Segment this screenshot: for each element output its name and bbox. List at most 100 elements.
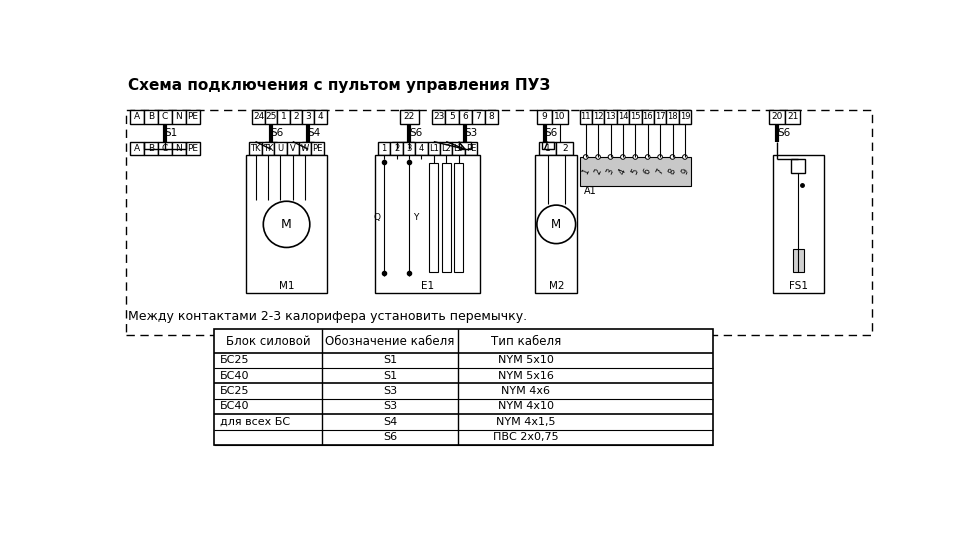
Text: S6: S6 — [777, 128, 790, 138]
Bar — [440, 142, 452, 155]
Text: 10: 10 — [554, 112, 566, 121]
Text: FS1: FS1 — [788, 282, 807, 291]
Text: 3: 3 — [405, 144, 411, 153]
Text: A1: A1 — [583, 186, 596, 196]
Circle shape — [595, 155, 600, 159]
Text: L3: L3 — [453, 144, 463, 153]
Bar — [130, 110, 144, 124]
Bar — [464, 142, 477, 155]
Text: 15: 15 — [629, 112, 640, 121]
Bar — [678, 110, 691, 124]
Text: 2: 2 — [592, 168, 603, 176]
Text: V: V — [289, 144, 295, 153]
Text: 22: 22 — [404, 112, 414, 121]
Text: L2: L2 — [441, 144, 450, 153]
Bar — [769, 110, 785, 124]
Text: M: M — [551, 218, 561, 231]
Bar — [276, 110, 289, 124]
Bar — [286, 142, 299, 155]
Text: S1: S1 — [383, 355, 397, 365]
Text: 16: 16 — [642, 112, 653, 121]
Text: 24: 24 — [253, 112, 264, 121]
Text: 25: 25 — [265, 112, 276, 121]
Text: 21: 21 — [786, 112, 797, 121]
Bar — [378, 142, 390, 155]
Text: Тип кабеля: Тип кабеля — [490, 334, 560, 348]
Text: PE: PE — [187, 112, 198, 121]
Text: L1: L1 — [429, 144, 439, 153]
Text: S6: S6 — [543, 128, 557, 138]
Bar — [616, 110, 628, 124]
Bar — [458, 142, 471, 149]
Text: 6: 6 — [462, 112, 468, 121]
Text: S4: S4 — [308, 128, 320, 138]
Text: TK: TK — [263, 144, 273, 153]
Bar — [773, 155, 823, 293]
Bar — [415, 142, 427, 155]
Text: S4: S4 — [383, 417, 397, 427]
Bar — [157, 142, 172, 155]
Text: 11: 11 — [580, 112, 590, 121]
Bar — [390, 142, 403, 155]
Bar — [452, 142, 464, 155]
Circle shape — [263, 201, 310, 247]
Text: NYM 5x10: NYM 5x10 — [497, 355, 553, 365]
Text: PE: PE — [465, 144, 476, 153]
Bar — [485, 110, 497, 124]
Bar — [453, 163, 463, 273]
Text: E1: E1 — [421, 282, 434, 291]
Text: M2: M2 — [548, 282, 564, 291]
Text: C: C — [161, 144, 168, 153]
Bar — [641, 110, 654, 124]
Text: БС25: БС25 — [220, 386, 249, 396]
Text: БС40: БС40 — [220, 402, 249, 412]
Text: 9: 9 — [541, 112, 547, 121]
Bar — [302, 110, 315, 124]
Bar — [274, 142, 286, 155]
Text: 4: 4 — [418, 144, 424, 153]
Bar — [126, 110, 871, 335]
Bar — [157, 110, 172, 124]
Text: 4: 4 — [318, 112, 323, 121]
Text: A: A — [134, 144, 140, 153]
Bar — [186, 110, 199, 124]
Bar — [427, 142, 440, 155]
Bar — [628, 110, 641, 124]
Text: S3: S3 — [464, 128, 478, 138]
Bar — [458, 110, 471, 124]
Text: NYM 4x1,5: NYM 4x1,5 — [495, 417, 555, 427]
Text: B: B — [148, 112, 153, 121]
Text: 8: 8 — [666, 168, 677, 176]
Bar — [214, 329, 712, 445]
Text: 13: 13 — [605, 112, 616, 121]
Text: 1: 1 — [544, 144, 550, 153]
Bar — [445, 110, 458, 124]
Bar — [785, 110, 799, 124]
Text: B: B — [148, 144, 153, 153]
Bar — [579, 157, 691, 186]
Text: 3: 3 — [305, 112, 311, 121]
Text: N: N — [175, 144, 182, 153]
Text: 1: 1 — [580, 168, 590, 176]
Text: 7: 7 — [655, 168, 664, 176]
Text: C: C — [161, 112, 168, 121]
Text: 2: 2 — [394, 144, 399, 153]
Text: 18: 18 — [666, 112, 677, 121]
Circle shape — [669, 155, 674, 159]
Text: TK: TK — [250, 144, 261, 153]
Text: Y: Y — [413, 213, 418, 222]
Bar — [392, 142, 413, 149]
Text: M: M — [281, 218, 291, 231]
Bar — [400, 110, 419, 124]
Text: 23: 23 — [433, 112, 445, 121]
Circle shape — [632, 155, 637, 159]
Bar — [252, 110, 265, 124]
Text: 9: 9 — [679, 168, 690, 176]
Text: NYM 4x6: NYM 4x6 — [500, 386, 550, 396]
Text: N: N — [175, 112, 182, 121]
Text: 2: 2 — [562, 144, 567, 153]
Bar — [172, 142, 186, 155]
Bar — [289, 110, 302, 124]
Text: 1: 1 — [280, 112, 286, 121]
Text: ПВС 2x0,75: ПВС 2x0,75 — [492, 433, 558, 442]
